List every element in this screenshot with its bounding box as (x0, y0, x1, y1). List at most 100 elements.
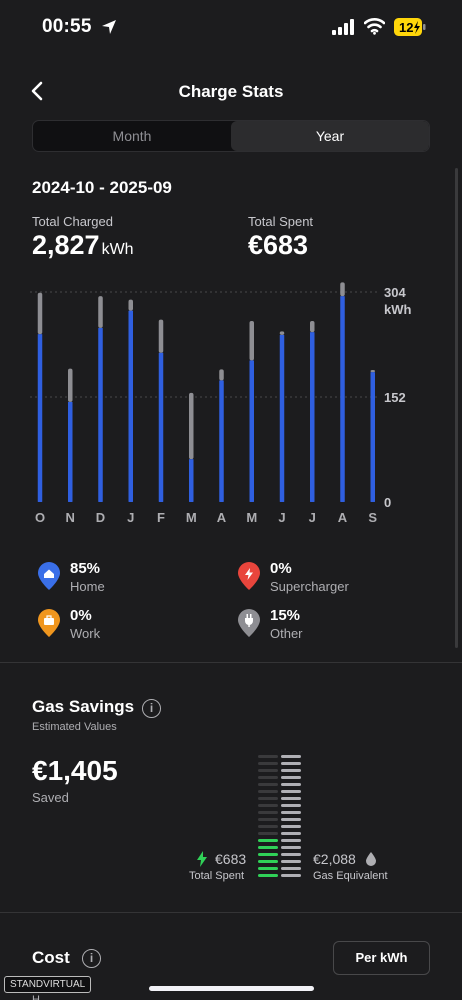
spent-tick (258, 853, 278, 856)
bar-segment-1[interactable] (189, 392, 194, 460)
total-charged-value: 2,827 kWh (32, 230, 134, 261)
bar-segment-1[interactable] (37, 292, 43, 335)
battery-level: 12 (399, 20, 413, 35)
section-divider (0, 912, 462, 913)
x-tick-label: M (186, 510, 197, 525)
bar-segment-0[interactable] (68, 401, 73, 502)
x-tick-label: J (278, 510, 285, 525)
cost-title: Cost (32, 948, 70, 967)
gas-equivalent-tick (281, 832, 301, 835)
legend-item: 85% Home (70, 560, 105, 594)
charge-bar-chart: 0 152 304 kWh O N D J F M A M J J A S (30, 282, 412, 525)
gas-equivalent-tick (281, 811, 301, 814)
spent-tick (258, 825, 278, 828)
spent-tick (258, 867, 278, 870)
gas-equivalent-tick (281, 755, 301, 758)
section-divider (0, 662, 462, 663)
x-tick-label: A (217, 510, 227, 525)
fuel-drop-icon (366, 852, 376, 866)
x-tick-label: S (368, 510, 377, 525)
x-tick-label: D (96, 510, 105, 525)
bar-segment-0[interactable] (279, 334, 285, 502)
bar-segment-1[interactable] (158, 319, 164, 353)
bolt-icon (197, 851, 207, 867)
back-chevron-icon[interactable] (26, 79, 50, 103)
y-tick-label: 304 (384, 285, 406, 300)
legend-pin-plug-icon (238, 609, 260, 637)
bar-segment-0[interactable] (310, 332, 315, 502)
gas-equivalent-tick (281, 797, 301, 800)
bar-segment-1[interactable] (249, 321, 255, 361)
legend-label: Home (70, 579, 105, 594)
spent-tick (258, 790, 278, 793)
bar-segment-0[interactable] (37, 334, 43, 502)
legend-percent: 85% (70, 560, 101, 577)
bar-segment-0[interactable] (370, 372, 376, 502)
x-tick-label: J (127, 510, 134, 525)
bar-segment-1[interactable] (98, 296, 103, 328)
bar-segment-1[interactable] (340, 282, 345, 297)
y-tick-label: 152 (384, 390, 406, 405)
scrollbar[interactable] (455, 168, 458, 648)
gas-savings-subtitle: Estimated Values (32, 721, 117, 733)
bar-segment-0[interactable] (158, 352, 164, 502)
x-tick-label: M (246, 510, 257, 525)
x-tick-label: O (35, 510, 45, 525)
legend-pin-briefcase-icon (38, 609, 60, 637)
total-charged-label: Total Charged (32, 214, 113, 229)
bar-segment-1[interactable] (219, 369, 224, 381)
legend-percent: 0% (270, 560, 292, 577)
x-tick-label: F (157, 510, 165, 525)
legend-label: Work (70, 626, 101, 641)
bar-segment-1[interactable] (370, 370, 376, 373)
gas-equivalent-tick (281, 825, 301, 828)
bar-segment-0[interactable] (98, 327, 103, 502)
spent-tick (258, 839, 278, 842)
legend-label: Other (270, 626, 303, 641)
legend-pin-bolt-icon (238, 562, 260, 590)
gas-equivalent-tick (281, 839, 301, 842)
location-arrow-icon (102, 20, 116, 34)
gas-total-spent-label: Total Spent (189, 870, 245, 882)
period-segmented-control: Month Year (32, 120, 430, 152)
bar-segment-1[interactable] (279, 331, 285, 335)
cellular-signal-icon (332, 19, 354, 35)
legend-item: 0% Work (70, 607, 100, 641)
per-kwh-button[interactable]: Per kWh (333, 941, 430, 975)
bar-segment-0[interactable] (340, 296, 345, 502)
total-charged-number: 2,827 (32, 230, 100, 260)
bar-segment-1[interactable] (128, 299, 134, 311)
gas-equivalent-tick (281, 790, 301, 793)
x-tick-label: A (338, 510, 348, 525)
bar-segment-1[interactable] (68, 368, 73, 402)
bar-segment-0[interactable] (219, 380, 224, 502)
date-range: 2024-10 - 2025-09 (32, 178, 172, 197)
bar-segment-1[interactable] (310, 321, 315, 333)
spent-tick (258, 818, 278, 821)
cost-info-icon[interactable]: i (82, 949, 101, 968)
gas-equivalent-tick (281, 818, 301, 821)
spent-tick (258, 832, 278, 835)
legend-item: 15% Other (270, 607, 303, 641)
bar-segment-0[interactable] (128, 310, 134, 502)
gas-comparison-chart (258, 755, 301, 877)
page-title: Charge Stats (178, 82, 284, 101)
gas-equivalent-tick (281, 874, 301, 877)
gas-equivalent-tick (281, 769, 301, 772)
home-indicator[interactable] (149, 986, 314, 991)
tab-year[interactable]: Year (231, 121, 429, 151)
spent-tick (258, 804, 278, 807)
bar-segment-0[interactable] (189, 459, 194, 502)
gas-equivalent-tick (281, 867, 301, 870)
gas-savings-info-icon[interactable]: i (142, 699, 161, 718)
gas-equivalent-tick (281, 860, 301, 863)
gas-total-spent-value: €683 (215, 851, 247, 867)
bar-segment-0[interactable] (249, 360, 255, 502)
status-time: 00:55 (42, 16, 92, 37)
spent-tick (258, 783, 278, 786)
gas-equivalent-label: Gas Equivalent (313, 870, 388, 882)
total-spent-value: €683 (248, 230, 309, 260)
total-spent-label: Total Spent (248, 214, 314, 229)
tab-month[interactable]: Month (112, 128, 152, 144)
gas-saved-value: €1,405 (32, 755, 118, 786)
